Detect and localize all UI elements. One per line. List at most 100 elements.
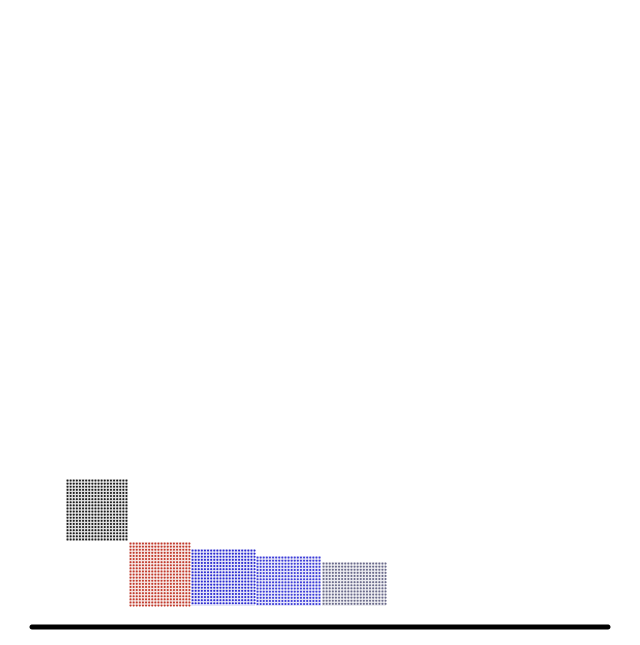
gray-block-particle xyxy=(381,581,384,584)
black-block-particle xyxy=(72,532,75,535)
blue-block-1-particle xyxy=(225,565,228,568)
blue-block-2-particle xyxy=(290,584,293,587)
black-block-particle xyxy=(113,491,116,495)
blue-block-1-particle xyxy=(222,552,225,555)
red-block-particle xyxy=(188,592,191,595)
red-block-particle xyxy=(163,542,166,545)
gray-block-particle xyxy=(378,574,381,577)
blue-block-1-particle xyxy=(228,552,231,555)
gray-block-particle xyxy=(369,593,372,596)
gray-block-particle xyxy=(362,574,365,577)
red-block-particle xyxy=(141,589,144,592)
black-block-particle xyxy=(82,522,85,525)
red-block-particle xyxy=(169,573,172,576)
gray-block-particle xyxy=(359,578,362,581)
blue-block-2-particle xyxy=(287,578,290,581)
gray-block-particle xyxy=(359,562,362,565)
black-block-particle xyxy=(75,501,78,504)
blue-block-2-particle xyxy=(306,593,309,596)
black-block-particle xyxy=(125,526,128,529)
black-block-particle xyxy=(91,529,94,532)
black-block-particle xyxy=(82,532,85,535)
blue-block-2-particle xyxy=(259,590,262,593)
blue-block-2-particle xyxy=(312,593,315,596)
black-block-particle xyxy=(97,498,100,501)
red-block-particle xyxy=(185,564,188,567)
black-block-particle xyxy=(113,532,116,535)
blue-block-2-particle xyxy=(265,578,268,581)
red-block-particle xyxy=(138,582,141,585)
blue-block-2-particle xyxy=(315,562,318,565)
red-block-particle xyxy=(172,548,175,551)
black-block-particle xyxy=(75,519,78,522)
blue-block-1-particle xyxy=(200,574,203,577)
black-block-particle xyxy=(116,522,119,525)
red-block-particle xyxy=(132,558,135,561)
black-block-particle xyxy=(97,479,100,482)
gray-block-particle xyxy=(356,593,359,596)
black-block-particle xyxy=(72,479,75,482)
blue-block-1-particle xyxy=(228,558,231,561)
blue-block-1-particle xyxy=(222,586,225,589)
gray-block-particle xyxy=(381,571,384,574)
blue-block-1-particle xyxy=(210,596,213,599)
gray-block-particle xyxy=(341,571,344,574)
red-block-particle xyxy=(163,545,166,548)
black-block-particle xyxy=(103,522,106,525)
red-block-particle xyxy=(163,570,166,573)
blue-block-1-particle xyxy=(219,552,222,555)
red-block-particle xyxy=(160,542,163,545)
blue-block-2-particle xyxy=(318,587,321,590)
blue-block-1-particle xyxy=(216,571,219,574)
blue-block-1-particle xyxy=(194,602,197,605)
blue-block-1-particle xyxy=(253,586,256,589)
blue-block-1-particle xyxy=(210,558,213,561)
black-block-particle xyxy=(116,507,119,510)
blue-block-1-particle xyxy=(191,568,194,571)
gray-block-particle xyxy=(347,574,350,577)
blue-block-2-particle xyxy=(293,578,296,581)
blue-block-1-particle xyxy=(228,549,231,552)
blue-block-1-particle xyxy=(244,571,247,574)
gray-block-particle xyxy=(334,578,338,581)
red-block-particle xyxy=(138,601,141,604)
black-block-particle xyxy=(66,482,69,485)
blue-block-1-particle xyxy=(222,580,225,583)
gray-block-particle xyxy=(328,596,331,599)
gray-block-particle xyxy=(375,602,378,605)
blue-block-2-particle xyxy=(296,584,299,587)
blue-block-1-particle xyxy=(244,589,247,592)
red-block-particle xyxy=(188,604,191,607)
red-block-particle xyxy=(132,567,135,570)
black-block-particle xyxy=(82,485,85,488)
blue-block-1-particle xyxy=(241,571,244,574)
blue-block-1-particle xyxy=(238,599,241,602)
black-block-particle xyxy=(75,532,78,535)
blue-block-2-particle xyxy=(290,568,293,571)
red-block-particle xyxy=(166,558,169,561)
black-block-particle xyxy=(72,482,75,485)
black-block-particle xyxy=(100,485,103,488)
black-block-particle xyxy=(103,482,106,485)
blue-block-2-particle xyxy=(278,568,281,571)
gray-block-particle xyxy=(375,584,378,587)
blue-block-1-particle xyxy=(210,565,213,568)
blue-block-2-particle xyxy=(275,593,278,596)
blue-block-2-particle xyxy=(284,559,287,562)
red-block-particle xyxy=(188,551,191,554)
blue-block-2-particle xyxy=(306,590,309,593)
blue-block-2-particle xyxy=(296,565,299,568)
gray-block-particle xyxy=(384,574,387,577)
red-block-particle xyxy=(172,561,175,564)
black-block-particle xyxy=(100,522,103,525)
blue-block-1-particle xyxy=(197,549,200,552)
black-block-particle xyxy=(103,488,106,491)
blue-block-2-particle xyxy=(315,565,318,568)
red-block-particle xyxy=(129,582,132,585)
red-block-particle xyxy=(148,604,151,607)
black-block-particle xyxy=(100,513,103,516)
black-block-particle xyxy=(97,495,100,498)
black-block-particle xyxy=(100,538,103,541)
blue-block-1-particle xyxy=(197,574,200,577)
gray-block-particle xyxy=(347,599,350,602)
